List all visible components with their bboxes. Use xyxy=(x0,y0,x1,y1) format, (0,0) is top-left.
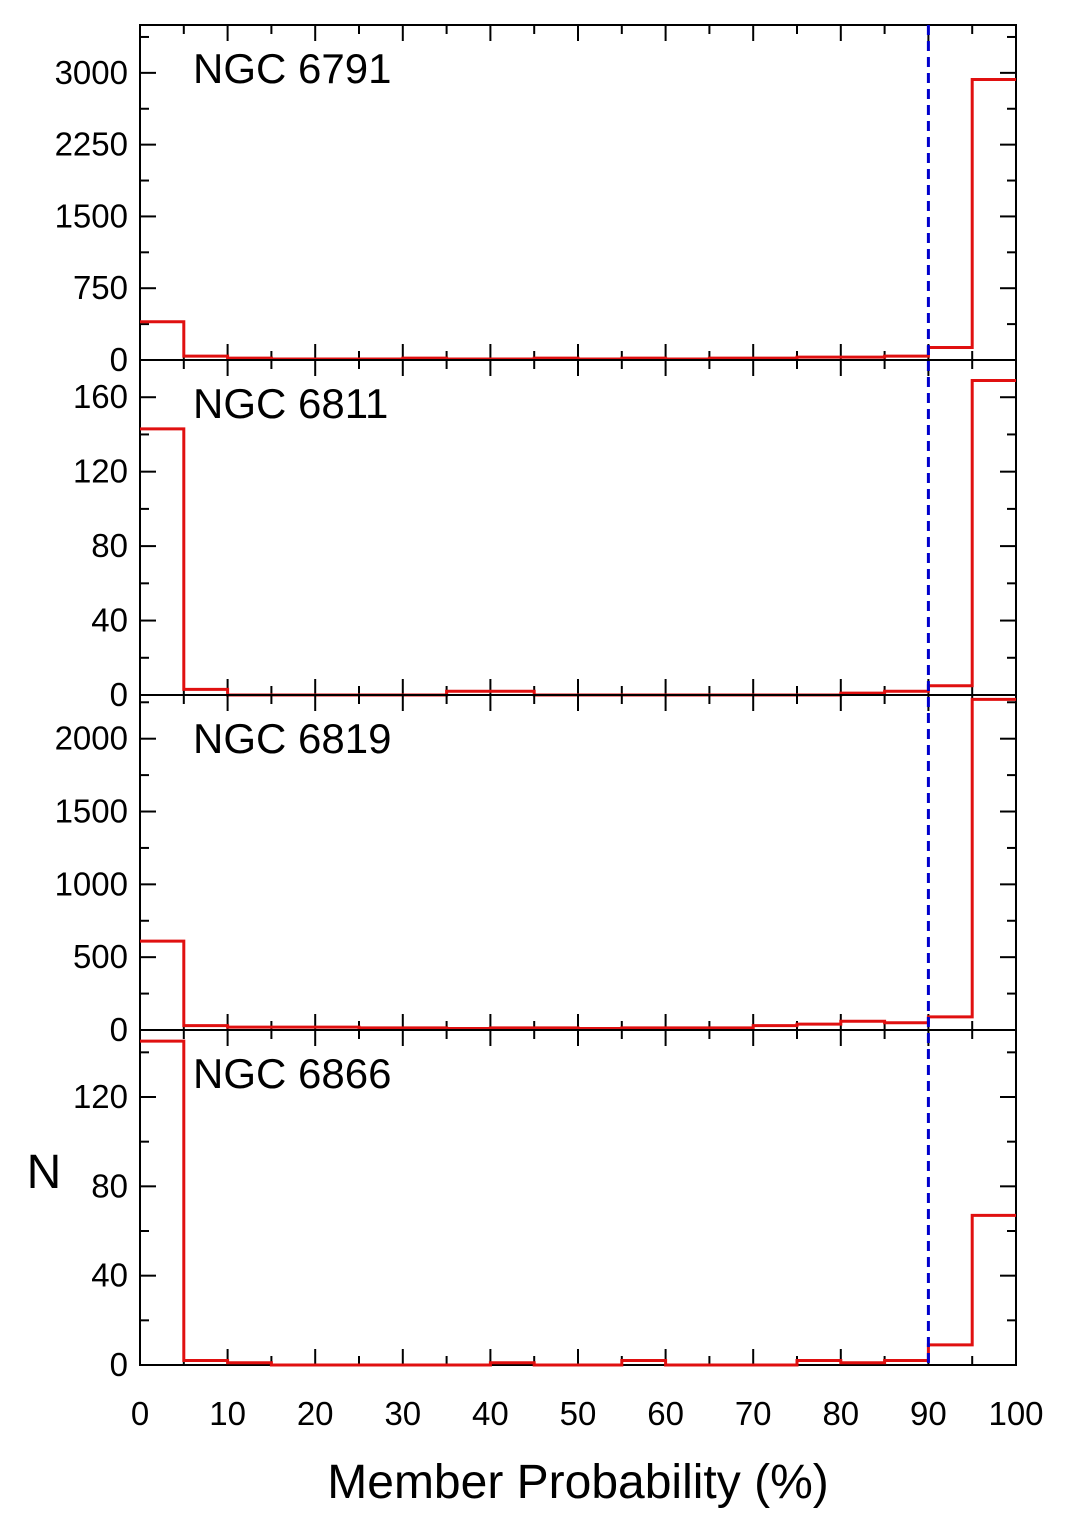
y-tick-label: 160 xyxy=(73,378,128,415)
y-tick-label: 500 xyxy=(73,938,128,975)
x-axis-title: Member Probability (%) xyxy=(327,1456,828,1509)
histogram-series xyxy=(140,1039,1016,1367)
histogram-series xyxy=(140,78,1016,361)
x-tick-label: 40 xyxy=(472,1395,509,1432)
y-tick-label: 3000 xyxy=(55,54,128,91)
y-tick-label: 120 xyxy=(73,453,128,490)
panel-title: NGC 6819 xyxy=(193,715,391,762)
y-tick-label: 120 xyxy=(73,1078,128,1115)
x-axis: 0 10 20 30 40 50 60 70 80 90 100 xyxy=(131,1395,1044,1432)
y-tick-label: 80 xyxy=(91,1167,128,1204)
y-axis-title: N xyxy=(27,1146,62,1199)
y-tick-label: 0 xyxy=(110,341,128,378)
x-tick-label: 70 xyxy=(735,1395,772,1432)
y-tick-label: 1500 xyxy=(55,793,128,830)
panel-title: NGC 6791 xyxy=(193,45,391,92)
y-tick-label: 40 xyxy=(91,602,128,639)
x-tick-label: 60 xyxy=(647,1395,684,1432)
histogram-series xyxy=(140,378,1016,697)
panel-title: NGC 6811 xyxy=(193,380,388,427)
x-tick-label: 30 xyxy=(384,1395,421,1432)
y-tick-label: 2250 xyxy=(55,126,128,163)
panels: 0 750 1500 2250 3000 NGC 6791 0 40 80 120 160 NGC 6… xyxy=(55,24,1017,1383)
x-tick-label: 0 xyxy=(131,1395,149,1432)
x-tick-label: 80 xyxy=(822,1395,859,1432)
panel-ngc-6811: 0 40 80 120 160 NGC 6811 xyxy=(73,359,1017,713)
y-tick-label: 0 xyxy=(110,1346,128,1383)
y-tick-label: 40 xyxy=(91,1257,128,1294)
x-tick-label: 20 xyxy=(297,1395,334,1432)
x-tick-label: 50 xyxy=(560,1395,597,1432)
panel-title: NGC 6866 xyxy=(193,1050,391,1097)
panel-ngc-6791: 0 750 1500 2250 3000 NGC 6791 xyxy=(55,24,1017,378)
y-tick-label: 1500 xyxy=(55,197,128,234)
y-tick-label: 2000 xyxy=(55,720,128,757)
y-tick-label: 0 xyxy=(110,676,128,713)
panel-ngc-6866: 0 40 80 120 NGC 6866 xyxy=(73,1029,1017,1383)
x-tick-label: 10 xyxy=(209,1395,246,1432)
histogram-series xyxy=(140,697,1016,1031)
x-tick-label: 90 xyxy=(910,1395,947,1432)
panel-ngc-6819: 0 500 1000 1500 2000 NGC 6819 xyxy=(55,694,1017,1048)
y-tick-label: 0 xyxy=(110,1011,128,1048)
x-tick-label: 100 xyxy=(988,1395,1043,1432)
y-tick-label: 750 xyxy=(73,269,128,306)
y-tick-label: 80 xyxy=(91,527,128,564)
y-tick-label: 1000 xyxy=(55,865,128,902)
